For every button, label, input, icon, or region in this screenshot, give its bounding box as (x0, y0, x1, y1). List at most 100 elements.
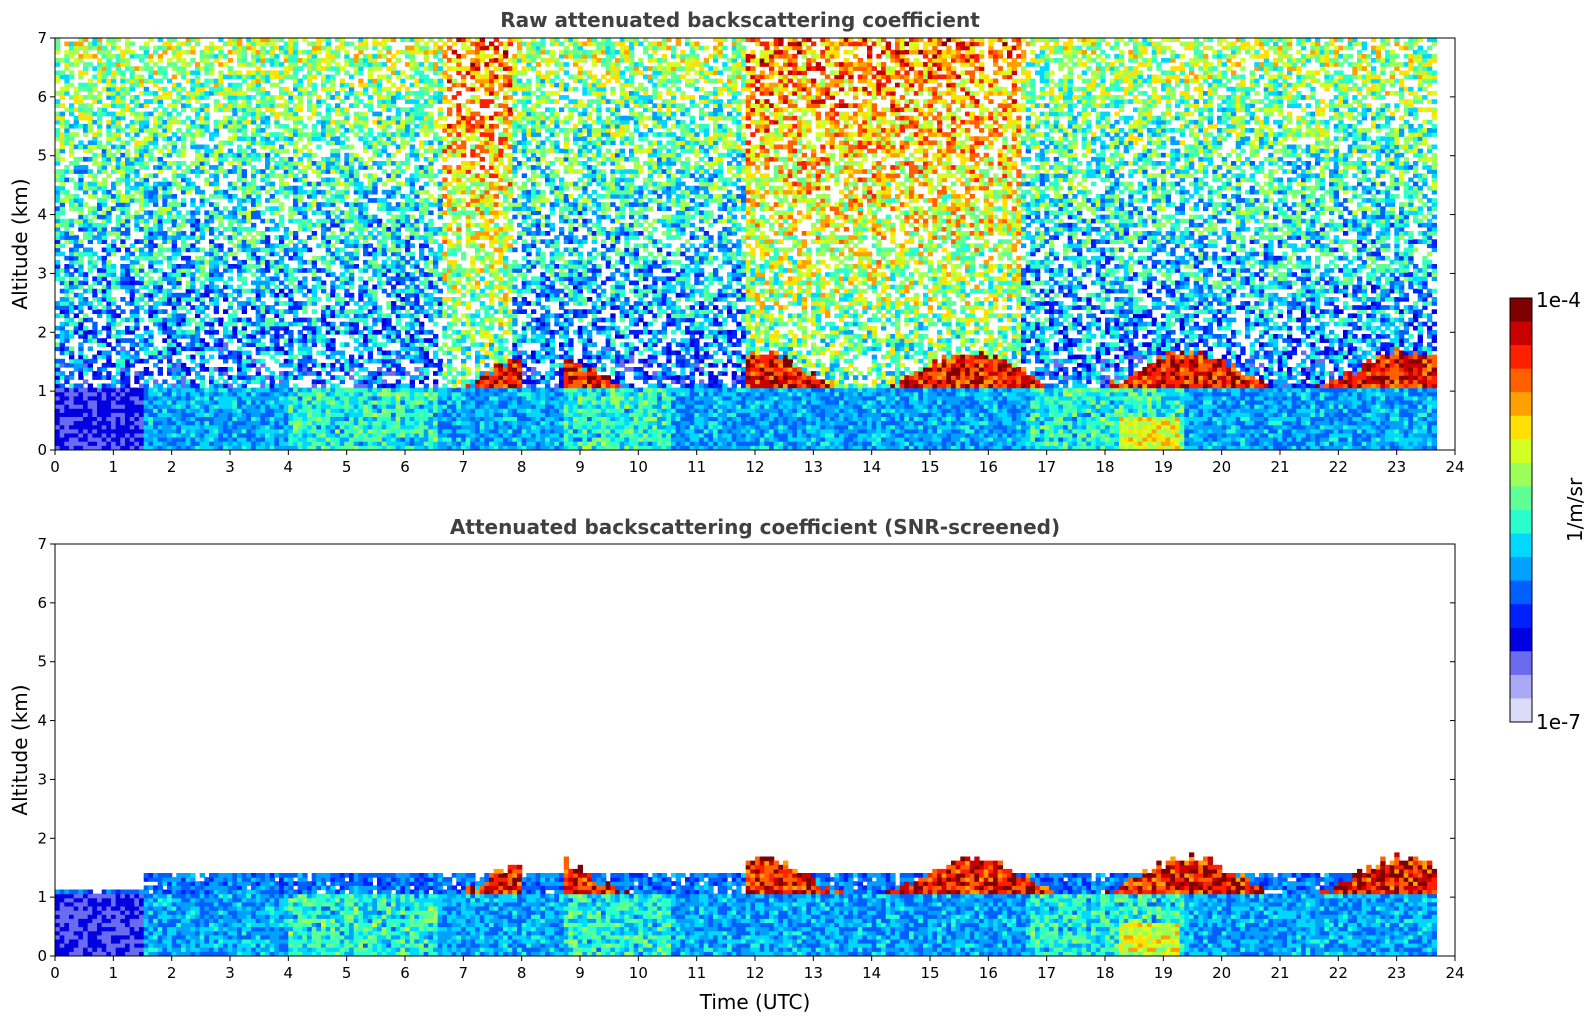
colorbar: 1e-4 1e-7 1/m/sr (1509, 288, 1587, 734)
bottom-x-tick-label: 16 (979, 964, 998, 982)
bottom-x-tick-label: 12 (745, 964, 764, 982)
bottom-x-tick-label: 6 (400, 964, 410, 982)
bottom-heatmap (55, 852, 1437, 956)
top-y-axis-label: Altitude (km) (8, 178, 32, 309)
colorbar-band (1510, 345, 1532, 370)
top-x-tick-label: 13 (804, 458, 823, 476)
colorbar-band (1510, 486, 1532, 511)
top-y-tick-label: 0 (37, 441, 47, 459)
top-x-tick-label: 1 (109, 458, 119, 476)
top-x-ticks: 0 1 2 3 4 5 6 7 8 9 10 11 12 13 14 15 16 17 18 19 20 21 22 23 24 (50, 450, 1465, 476)
colorbar-band (1510, 698, 1532, 723)
bottom-x-ticks: 0 1 2 3 4 5 6 7 8 9 10 11 12 13 14 15 16 17 18 19 20 21 22 23 24 (50, 956, 1465, 982)
bottom-x-tick-label: 9 (575, 964, 585, 982)
bottom-x-tick-label: 23 (1387, 964, 1406, 982)
colorbar-max-label: 1e-4 (1536, 288, 1581, 312)
bottom-y-tick-label: 0 (37, 947, 47, 965)
bottom-x-tick-label: 17 (1037, 964, 1056, 982)
colorbar-unit-label: 1/m/sr (1563, 477, 1587, 542)
top-y-tick-label: 6 (37, 88, 47, 106)
bottom-y-tick-label: 4 (37, 712, 47, 730)
top-x-tick-label: 19 (1154, 458, 1173, 476)
top-title: Raw attenuated backscattering coefficien… (500, 8, 980, 32)
colorbar-min-label: 1e-7 (1536, 710, 1581, 734)
top-x-tick-label: 24 (1445, 458, 1464, 476)
bottom-x-tick-label: 7 (459, 964, 469, 982)
top-heatmap (55, 37, 1437, 450)
colorbar-frame (1509, 297, 1533, 723)
top-x-tick-label: 3 (225, 458, 235, 476)
top-y-tick-label: 5 (37, 147, 47, 165)
bottom-y-tick-label: 7 (37, 535, 47, 553)
bottom-x-tick-label: 0 (50, 964, 60, 982)
top-x-tick-label: 14 (862, 458, 881, 476)
top-y-tick-label: 4 (37, 206, 47, 224)
colorbar-band (1510, 533, 1532, 558)
colorbar-band (1510, 368, 1532, 393)
colorbar-band (1510, 321, 1532, 346)
colorbar-band (1510, 651, 1532, 676)
bottom-x-tick-label: 8 (517, 964, 527, 982)
top-x-tick-label: 4 (284, 458, 294, 476)
bottom-y-tick-label: 5 (37, 653, 47, 671)
colorbar-band (1510, 298, 1532, 323)
bottom-x-tick-label: 24 (1445, 964, 1464, 982)
top-x-tick-label: 11 (687, 458, 706, 476)
bottom-y-axis-label: Altitude (km) (8, 684, 32, 815)
top-x-tick-label: 22 (1329, 458, 1348, 476)
top-x-tick-label: 18 (1095, 458, 1114, 476)
bottom-x-tick-label: 3 (225, 964, 235, 982)
bottom-plot-frame (54, 543, 1456, 957)
top-x-tick-label: 23 (1387, 458, 1406, 476)
top-x-tick-label: 20 (1212, 458, 1231, 476)
top-y-tick-label: 2 (37, 323, 47, 341)
bottom-x-tick-label: 1 (109, 964, 119, 982)
top-y-tick-label: 3 (37, 264, 47, 282)
top-x-tick-label: 8 (517, 458, 527, 476)
colorbar-band (1510, 557, 1532, 582)
colorbar-band (1510, 604, 1532, 629)
top-x-tick-label: 15 (920, 458, 939, 476)
bottom-x-tick-label: 15 (920, 964, 939, 982)
top-x-tick-label: 21 (1270, 458, 1289, 476)
top-y-ticks: 0 1 2 3 4 5 6 7 (37, 29, 1455, 459)
bottom-title: Attenuated backscattering coefficient (S… (450, 515, 1060, 539)
bottom-x-tick-label: 2 (167, 964, 177, 982)
bottom-y-tick-label: 1 (37, 888, 47, 906)
top-y-tick-label: 1 (37, 382, 47, 400)
bottom-x-tick-label: 22 (1329, 964, 1348, 982)
top-x-tick-label: 5 (342, 458, 352, 476)
top-y-tick-label: 7 (37, 29, 47, 47)
bottom-panel: Attenuated backscattering coefficient (S… (8, 515, 1465, 1014)
bottom-x-tick-label: 21 (1270, 964, 1289, 982)
colorbar-band (1510, 580, 1532, 605)
colorbar-band (1510, 510, 1532, 535)
bottom-x-tick-label: 5 (342, 964, 352, 982)
bottom-x-tick-label: 11 (687, 964, 706, 982)
colorbar-gradient (1510, 298, 1532, 723)
top-x-tick-label: 17 (1037, 458, 1056, 476)
colorbar-band (1510, 674, 1532, 699)
top-x-tick-label: 0 (50, 458, 60, 476)
top-x-tick-label: 10 (629, 458, 648, 476)
bottom-x-tick-label: 19 (1154, 964, 1173, 982)
top-x-tick-label: 16 (979, 458, 998, 476)
bottom-x-tick-label: 18 (1095, 964, 1114, 982)
top-x-tick-label: 6 (400, 458, 410, 476)
x-axis-label: Time (UTC) (699, 990, 811, 1014)
top-x-tick-label: 7 (459, 458, 469, 476)
colorbar-band (1510, 462, 1532, 487)
bottom-y-tick-label: 2 (37, 829, 47, 847)
bottom-x-tick-label: 13 (804, 964, 823, 982)
bottom-x-tick-label: 4 (284, 964, 294, 982)
colorbar-band (1510, 627, 1532, 652)
top-x-tick-label: 12 (745, 458, 764, 476)
bottom-y-tick-label: 6 (37, 594, 47, 612)
top-x-tick-label: 2 (167, 458, 177, 476)
bottom-y-tick-label: 3 (37, 770, 47, 788)
colorbar-band (1510, 439, 1532, 464)
top-panel: Raw attenuated backscattering coefficien… (8, 8, 1465, 476)
bottom-x-tick-label: 14 (862, 964, 881, 982)
bottom-x-tick-label: 20 (1212, 964, 1231, 982)
